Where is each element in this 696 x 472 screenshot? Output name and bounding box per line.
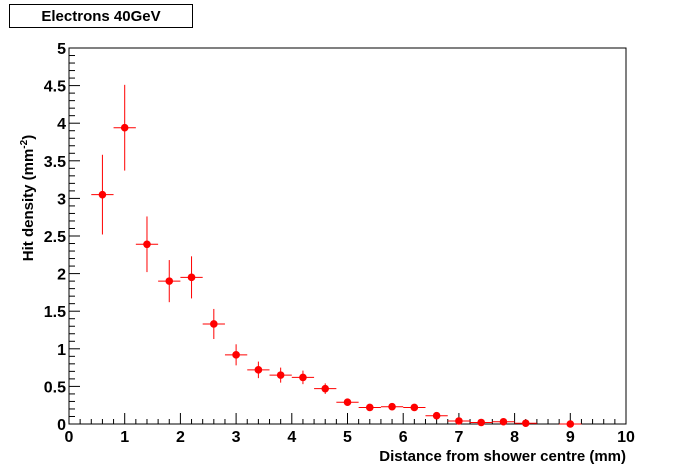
y-tick-label: 5 bbox=[57, 41, 66, 58]
y-tick-label: 0.5 bbox=[44, 379, 66, 396]
plot-frame bbox=[68, 47, 627, 425]
y-tick-label: 1 bbox=[57, 342, 66, 359]
point-marker bbox=[499, 417, 508, 426]
x-tick-label: 6 bbox=[399, 429, 408, 446]
point-marker bbox=[455, 417, 463, 425]
y-axis-label: Hit density (mm-2) bbox=[19, 135, 37, 261]
point-marker bbox=[432, 411, 441, 420]
point-marker bbox=[120, 123, 129, 132]
data-point bbox=[380, 402, 404, 411]
data-point bbox=[447, 417, 471, 425]
point-marker bbox=[187, 273, 196, 282]
x-tick-label: 8 bbox=[510, 429, 519, 446]
x-tick-label: 3 bbox=[232, 429, 241, 446]
y-tick-label: 4.5 bbox=[44, 79, 66, 96]
data-point bbox=[492, 417, 515, 426]
x-axis-label: Distance from shower centre (mm) bbox=[379, 448, 626, 465]
axes bbox=[68, 47, 627, 425]
data-point bbox=[135, 216, 159, 273]
x-tick-label: 0 bbox=[65, 429, 74, 446]
data-point bbox=[202, 308, 225, 340]
data-point bbox=[158, 260, 181, 303]
y-tick-label: 4 bbox=[57, 116, 66, 133]
y-axis-label-close: ) bbox=[20, 135, 37, 140]
data-point bbox=[180, 256, 203, 299]
y-tick-label: 3.5 bbox=[44, 154, 66, 171]
data-point bbox=[514, 419, 537, 428]
y-tick-label: 2.5 bbox=[44, 229, 66, 246]
x-tick-label: 2 bbox=[176, 429, 185, 446]
x-tick-label: 4 bbox=[287, 429, 296, 446]
point-marker bbox=[210, 320, 218, 328]
data-point bbox=[291, 370, 315, 385]
data-points bbox=[91, 84, 582, 428]
point-marker bbox=[321, 384, 330, 393]
point-marker bbox=[365, 403, 374, 412]
x-tick-label: 9 bbox=[566, 429, 575, 446]
data-point bbox=[358, 403, 381, 412]
data-point bbox=[559, 420, 582, 428]
data-point bbox=[425, 411, 448, 420]
data-point bbox=[336, 398, 359, 406]
point-marker bbox=[477, 418, 485, 427]
point-marker bbox=[343, 398, 352, 406]
point-marker bbox=[388, 402, 396, 411]
x-tick-label: 10 bbox=[617, 429, 635, 446]
data-point bbox=[314, 383, 337, 394]
data-point bbox=[91, 154, 114, 235]
data-point bbox=[247, 361, 270, 379]
y-tick-label: 3 bbox=[57, 191, 66, 208]
x-tick-label: 7 bbox=[454, 429, 463, 446]
point-marker bbox=[232, 351, 240, 359]
chart-title: Electrons 40GeV bbox=[9, 4, 193, 28]
data-point bbox=[470, 418, 493, 427]
y-axis-label-main: Hit density (mm bbox=[20, 149, 37, 262]
point-marker bbox=[566, 420, 575, 428]
point-marker bbox=[276, 371, 285, 379]
data-point bbox=[224, 344, 248, 366]
y-tick-label: 0 bbox=[57, 417, 66, 434]
point-marker bbox=[98, 190, 107, 199]
y-tick-label: 1.5 bbox=[44, 304, 66, 321]
y-tick-label: 2 bbox=[57, 267, 66, 284]
point-marker bbox=[254, 366, 263, 374]
x-tick-label: 1 bbox=[120, 429, 129, 446]
data-point bbox=[269, 367, 292, 383]
y-tick-labels: 0 0.5 1 1.5 2 2.5 3 3.5 4 4.5 5 bbox=[44, 41, 66, 434]
data-point bbox=[113, 84, 136, 171]
y-axis-label-superscript: -2 bbox=[19, 139, 30, 148]
point-marker bbox=[143, 240, 151, 249]
point-marker bbox=[410, 403, 419, 412]
point-marker bbox=[299, 373, 307, 382]
x-tick-label: 5 bbox=[343, 429, 352, 446]
data-point bbox=[403, 403, 426, 412]
point-marker bbox=[521, 419, 530, 428]
x-tick-labels: 0 1 2 3 4 5 6 7 8 9 10 bbox=[65, 429, 635, 446]
point-marker bbox=[165, 277, 174, 285]
